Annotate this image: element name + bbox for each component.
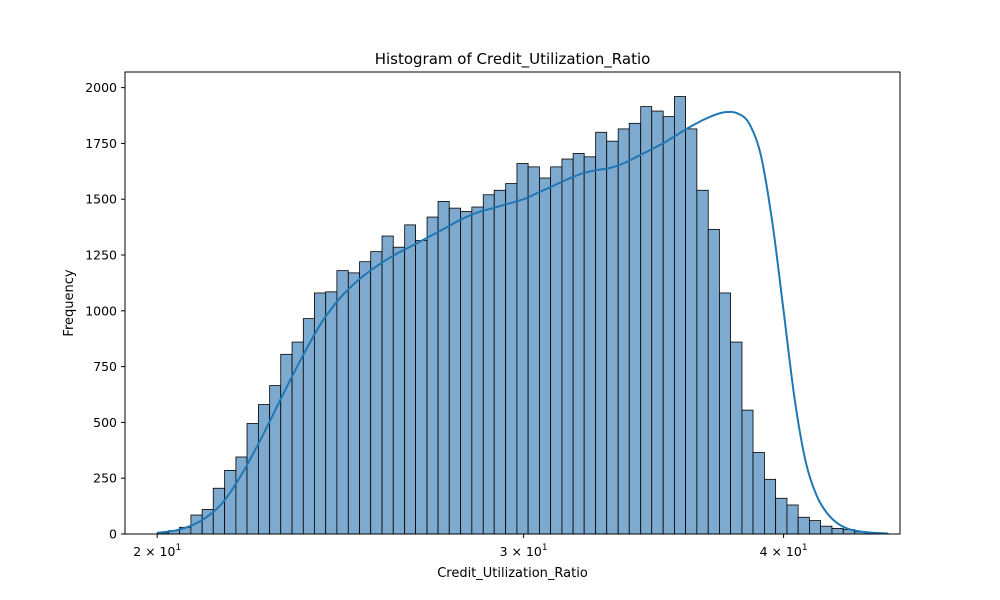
chart-title: Histogram of Credit_Utilization_Ratio: [375, 50, 651, 69]
histogram-bar: [550, 166, 563, 535]
histogram-bar: [505, 183, 518, 535]
histogram-bar: [831, 528, 844, 535]
histogram-bar: [628, 122, 642, 535]
histogram-bar: [741, 409, 754, 535]
histogram-bar: [246, 423, 259, 535]
plot-frame: [124, 71, 901, 535]
histogram-bar: [482, 194, 495, 535]
histogram-bar: [527, 166, 540, 535]
histogram-bar: [662, 116, 675, 535]
histogram-bar: [370, 251, 383, 535]
y-tick-label: 0: [109, 527, 117, 542]
x-tick-label: 3 × 101: [500, 543, 548, 559]
y-axis-ticks: 0 250 500 750 1000 1250 1500 1750 2000: [85, 80, 125, 542]
y-tick-label: 1500: [85, 192, 117, 207]
histogram-bar: [347, 272, 360, 535]
histogram-bar: [516, 163, 529, 535]
histogram-bar: [707, 228, 720, 535]
histogram-bar: [651, 110, 664, 535]
histogram-bar: [775, 497, 788, 535]
y-axis-label: Frequency: [62, 269, 77, 336]
x-axis-ticks: 2 × 101 3 × 101 4 × 101: [133, 534, 808, 559]
histogram-bar: [404, 224, 416, 535]
histogram-bar: [572, 153, 585, 535]
histogram-bar: [381, 235, 394, 535]
histogram-bar: [764, 478, 777, 535]
y-tick-label: 500: [93, 415, 117, 430]
histogram-bar: [224, 469, 237, 535]
histogram-bar: [820, 525, 833, 535]
histogram-bar: [595, 131, 608, 535]
histogram-bar: [493, 189, 507, 535]
histogram-bar: [617, 128, 630, 535]
y-tick-label: 250: [93, 471, 117, 486]
y-tick-label: 750: [93, 359, 117, 374]
histogram-bar: [325, 291, 338, 535]
histogram-bar: [561, 158, 574, 535]
histogram-bar: [460, 211, 473, 535]
y-tick-label: 1750: [85, 136, 117, 151]
histogram-bar: [426, 216, 439, 535]
histogram-bar: [752, 452, 765, 535]
histogram-bar: [696, 189, 709, 535]
y-tick-label: 2000: [85, 80, 117, 95]
histogram-bar: [359, 261, 372, 535]
histogram-bar: [809, 520, 821, 535]
histogram-bar: [606, 140, 619, 535]
histogram-bar: [786, 504, 799, 535]
histogram-bar: [674, 96, 687, 535]
y-tick-label: 1000: [85, 303, 117, 318]
histogram-bars: [156, 96, 889, 535]
x-tick-label: 2 × 101: [133, 543, 181, 559]
histogram-bar: [797, 516, 810, 535]
histogram-bar: [437, 201, 450, 535]
histogram-bar: [471, 206, 484, 535]
x-axis-label: Credit_Utilization_Ratio: [437, 566, 588, 581]
histogram-bar: [269, 385, 282, 535]
histogram-bar: [719, 292, 731, 535]
histogram-bar: [336, 270, 349, 535]
histogram-bar: [415, 240, 428, 535]
histogram-bar: [730, 341, 743, 535]
histogram-bar: [539, 177, 552, 535]
y-tick-label: 1250: [85, 248, 117, 263]
histogram-bar: [448, 207, 462, 535]
histogram-bar: [392, 246, 406, 535]
histogram-bar: [313, 292, 327, 535]
x-tick-label: 4 × 101: [760, 543, 808, 559]
kde-curve: [157, 110, 889, 535]
histogram-bar: [685, 128, 698, 535]
histogram-bar: [640, 106, 653, 535]
histogram-bar: [583, 156, 597, 535]
